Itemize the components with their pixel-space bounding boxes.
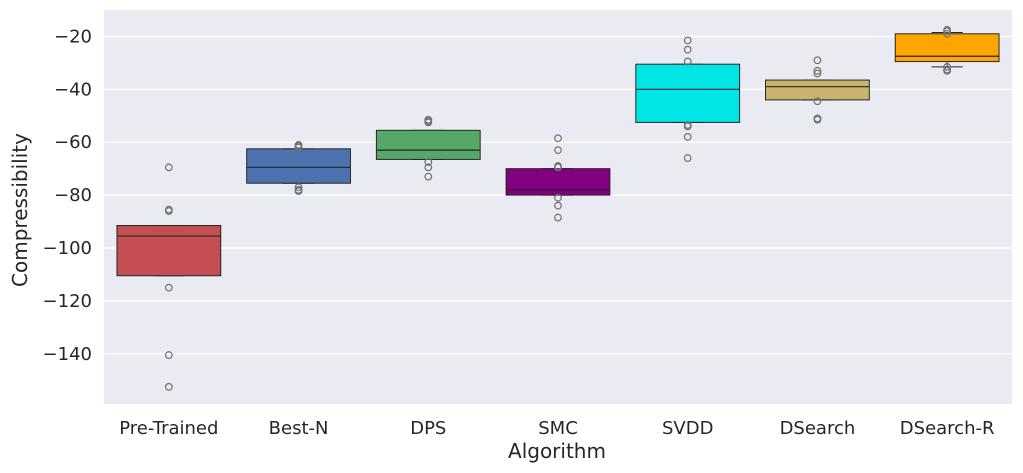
x-tick-label: SVDD (662, 418, 713, 439)
outlier-point (943, 27, 952, 36)
box-body (765, 79, 870, 101)
box-dsearch-r (894, 25, 1000, 75)
y-tick-label: −80 (54, 185, 92, 206)
outlier-point (424, 172, 433, 181)
y-ticks: −20 −40 −60 −80 −100 −120 −140 (43, 26, 92, 364)
x-tick-label: Pre-Trained (119, 418, 218, 439)
outlier-point (813, 56, 822, 65)
outlier-point (294, 183, 303, 192)
y-tick-label: −120 (43, 291, 92, 312)
x-tick-label: DPS (410, 418, 446, 439)
outlier-point (813, 66, 822, 75)
box-best-n (246, 140, 351, 196)
outlier-point (424, 118, 433, 127)
box-body (116, 225, 222, 277)
outlier-point (683, 154, 692, 162)
box-body (894, 33, 1000, 63)
outlier-point (683, 45, 692, 54)
box-dps (375, 115, 481, 181)
box-group (116, 25, 1000, 391)
x-ticks: Pre-Trained Best-N DPS SMC SVDD DSearch DSearc… (119, 418, 994, 439)
y-axis-label: Compressibility (8, 133, 32, 287)
y-tick-label: −60 (54, 132, 92, 153)
plot-area (104, 10, 1012, 404)
outlier-point (294, 143, 303, 152)
box-pre-trained (116, 163, 222, 391)
outlier-point (554, 201, 562, 210)
outlier-point (424, 163, 433, 172)
outlier-point (813, 69, 822, 78)
grid-lines (104, 35, 1012, 355)
outlier-point (554, 146, 562, 155)
y-tick-label: −20 (54, 26, 92, 47)
outlier-point (164, 382, 173, 391)
outlier-point (554, 193, 562, 202)
outlier-point (813, 115, 822, 124)
box-svdd (635, 36, 741, 162)
x-axis-label: Algorithm (508, 439, 606, 463)
outlier-point (424, 158, 433, 166)
outlier-point (164, 283, 173, 292)
box-dsearch (765, 56, 870, 124)
x-tick-label: SMC (538, 418, 578, 439)
outlier-point (554, 134, 562, 143)
outlier-point (943, 62, 952, 71)
box-body (246, 148, 351, 184)
outlier-point (554, 163, 562, 172)
box-body (505, 168, 611, 196)
outlier-point (554, 213, 562, 222)
outlier-point (683, 36, 692, 45)
outlier-point (294, 187, 303, 196)
y-tick-label: −100 (43, 238, 92, 259)
x-tick-label: DSearch-R (900, 418, 995, 439)
y-tick-label: −40 (54, 79, 92, 100)
box-body (375, 129, 481, 160)
outlier-point (683, 57, 692, 66)
outlier-point (943, 66, 952, 75)
box-smc (505, 134, 611, 222)
x-tick-label: Best-N (269, 418, 329, 439)
outlier-point (164, 207, 173, 215)
outlier-point (164, 163, 173, 172)
outlier-point (943, 29, 952, 38)
x-tick-label: DSearch (780, 418, 856, 439)
outlier-point (683, 133, 692, 141)
box-body (635, 63, 741, 123)
outlier-point (683, 122, 692, 131)
outlier-point (164, 351, 173, 359)
y-tick-label: −140 (43, 344, 92, 365)
outlier-point (813, 97, 822, 106)
